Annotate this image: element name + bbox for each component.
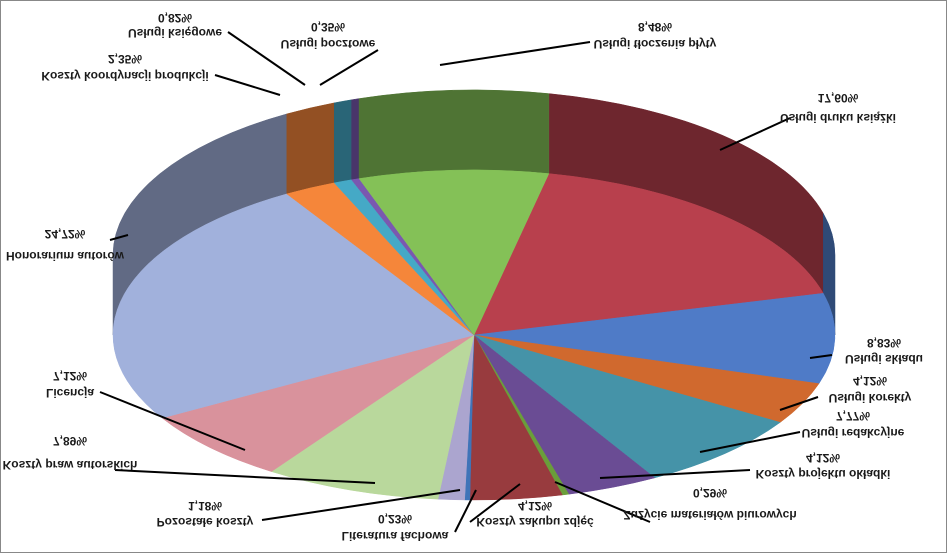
pie-slice xyxy=(112,193,475,419)
category-label: Usługi redakcyjne xyxy=(802,426,905,440)
data-label: 7,12% xyxy=(53,369,87,383)
data-label: 0,82% xyxy=(158,11,192,25)
category-label: Pozostałe koszty xyxy=(157,515,254,529)
leader-line xyxy=(439,41,591,66)
category-label: Koszty koordynacji produkcji xyxy=(41,69,208,83)
data-label: 7,89% xyxy=(53,434,87,448)
leader-line xyxy=(99,391,246,451)
category-label: Honorarium autorów xyxy=(6,249,125,263)
leader-line xyxy=(261,489,461,521)
data-label: 17,60% xyxy=(818,91,859,105)
category-label: Usługi druku książki xyxy=(780,111,896,125)
flipped-plot: 17,60% Usługi druku książki 8,83% Usługi sk… xyxy=(3,11,923,543)
data-label: 4,12% xyxy=(518,499,552,513)
leader-line xyxy=(454,489,477,533)
category-label: Zużycie materiałów biurowych xyxy=(623,508,796,522)
category-label: Koszty zakupu zdjęć xyxy=(476,515,594,529)
category-label: Usługi księgowe xyxy=(128,26,222,40)
leader-line xyxy=(599,469,751,479)
data-label: 0,23% xyxy=(378,512,412,526)
pie-slice xyxy=(473,293,836,384)
category-label: Usługi pocztowe xyxy=(281,37,376,51)
leader-line xyxy=(554,481,651,523)
category-label: Licencja xyxy=(46,386,94,400)
leader-line xyxy=(227,31,306,86)
pie-slice-side xyxy=(358,89,550,179)
leader-line xyxy=(809,354,833,359)
pie-slice xyxy=(473,173,824,336)
category-label: Usługi korekty xyxy=(829,391,912,405)
leader-line xyxy=(114,469,376,484)
leader-line xyxy=(109,234,129,241)
data-label: 8,48% xyxy=(638,20,672,34)
category-label: Usługi składu xyxy=(845,352,923,366)
category-label: Koszty praw autorskich xyxy=(3,458,138,472)
leader-line xyxy=(719,117,791,151)
category-label: Koszty projektu okładki xyxy=(756,467,891,481)
pie-slice xyxy=(358,169,550,336)
data-label: 4,12% xyxy=(853,374,887,388)
pie-slice xyxy=(270,334,475,500)
data-label: 4,12% xyxy=(806,451,840,465)
leader-line xyxy=(469,483,521,523)
category-label: Usługi tłoczenia płyty xyxy=(594,37,717,51)
leader-line xyxy=(779,396,819,411)
pie-slice-side xyxy=(351,98,360,181)
data-label: 1,18% xyxy=(188,499,222,513)
leader-line xyxy=(699,431,801,453)
pie-slice-side xyxy=(286,102,335,195)
data-label: 7,77% xyxy=(836,409,870,423)
leader-line xyxy=(319,49,379,86)
data-label: 2,35% xyxy=(108,52,142,66)
data-label: 8,83% xyxy=(867,336,901,350)
data-label: 0,29% xyxy=(693,486,727,500)
pie-slice xyxy=(161,334,475,472)
pie-slice-side xyxy=(333,99,352,184)
data-label: 0,35% xyxy=(311,20,345,34)
category-label: Literatura fachowa xyxy=(342,529,449,543)
leader-line xyxy=(214,74,281,96)
data-label: 24,72% xyxy=(45,227,86,241)
